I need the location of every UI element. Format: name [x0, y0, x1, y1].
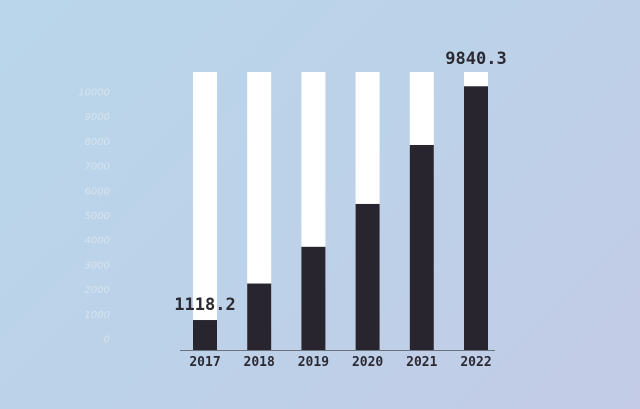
bar: [464, 86, 488, 350]
y-axis-ticks: 0 1000 2000 3000 4000 5000 6000 7000 8000 9000 100…: [78, 88, 110, 346]
bars: [193, 86, 488, 350]
y-tick-label: 2000: [85, 285, 110, 296]
bar-tracks: [193, 72, 488, 350]
data-label: 1118.2: [174, 295, 235, 315]
y-tick-label: 5000: [85, 211, 110, 222]
y-tick-label: 6000: [85, 186, 110, 197]
y-tick-label: 9000: [85, 112, 110, 123]
x-tick-label: 2022: [460, 355, 491, 370]
bar: [193, 320, 217, 350]
data-label: 9840.3: [445, 49, 506, 69]
x-tick-label: 2019: [298, 355, 329, 370]
y-tick-label: 0: [104, 335, 110, 346]
bar: [247, 283, 272, 350]
x-tick-label: 2020: [352, 355, 383, 370]
y-tick-label: 8000: [85, 137, 110, 148]
data-labels: 1118.2 9840.3: [174, 49, 506, 315]
y-tick-label: 10000: [78, 88, 110, 99]
bar: [409, 144, 434, 350]
y-tick-label: 3000: [85, 260, 110, 271]
x-axis-labels: 2017 2018 2019 2020 2021 2022: [189, 355, 491, 370]
y-tick-label: 4000: [85, 236, 110, 247]
bar: [355, 203, 380, 350]
y-tick-label: 7000: [85, 162, 110, 173]
y-tick-label: 1000: [85, 310, 110, 321]
bar-track: [193, 72, 217, 350]
x-tick-label: 2017: [189, 355, 220, 370]
bar: [301, 246, 326, 350]
x-tick-label: 2021: [406, 355, 437, 370]
x-tick-label: 2018: [244, 355, 275, 370]
